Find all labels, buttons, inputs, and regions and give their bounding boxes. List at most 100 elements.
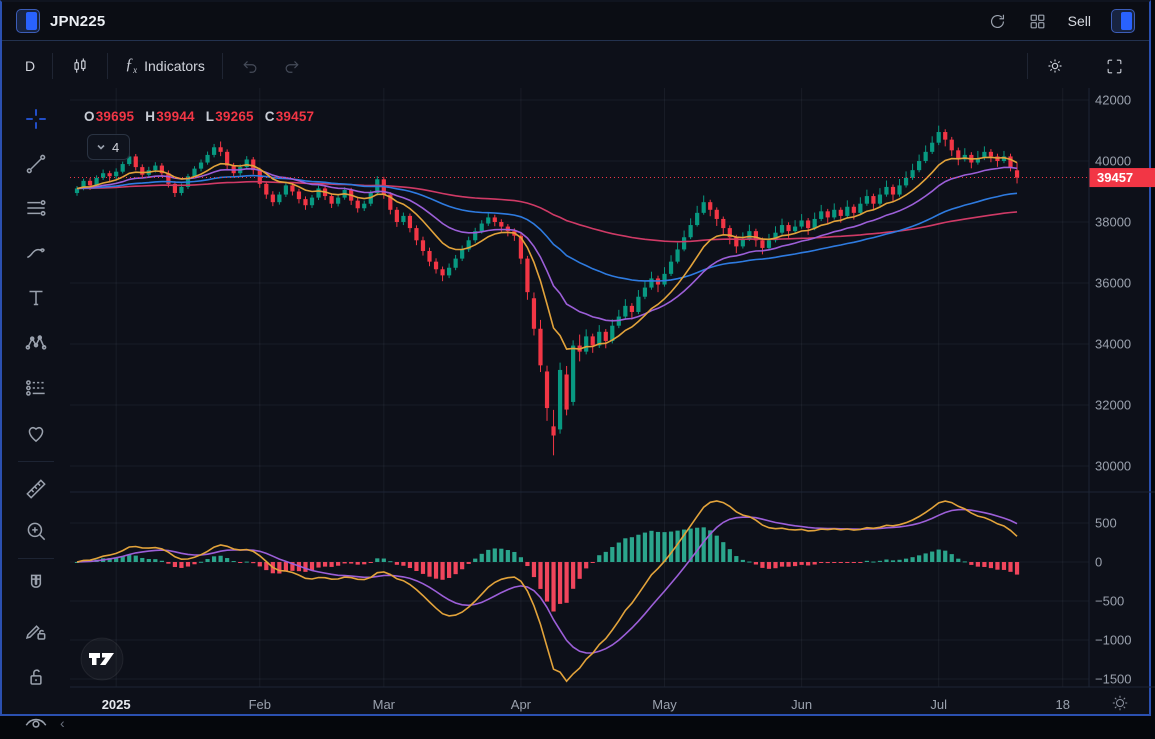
- forecast-icon: [23, 375, 49, 401]
- fullscreen-button[interactable]: [1094, 51, 1135, 82]
- tool-magnet-button[interactable]: [19, 567, 53, 601]
- chart-area[interactable]: 42000 40000 38000 36000 34000 32000 30000 500 0 −…: [70, 88, 1149, 714]
- tool-forecast-button[interactable]: [19, 371, 53, 405]
- high-value: 39944: [156, 109, 195, 124]
- drawing-tools-sidebar: ‹: [2, 90, 70, 714]
- price-chart[interactable]: 42000 40000 38000 36000 34000 32000 30000 500 0 −…: [70, 88, 1155, 722]
- price-tick-label: 36000: [1095, 276, 1131, 291]
- time-tick-label: Mar: [373, 697, 396, 712]
- tool-trend-line-button[interactable]: [19, 147, 53, 181]
- tool-favorites-button[interactable]: [19, 416, 53, 450]
- sell-button[interactable]: Sell: [1068, 13, 1091, 29]
- candle-style-icon: [70, 56, 90, 76]
- interval-button[interactable]: D: [14, 52, 46, 80]
- time-axis[interactable]: 2025 Feb Mar Apr May Jun Jul 18: [102, 697, 1070, 712]
- tradingview-watermark[interactable]: [81, 638, 123, 680]
- tool-hide-all-button[interactable]: [19, 705, 53, 739]
- eye-icon: [23, 709, 49, 735]
- tool-lock-all-button[interactable]: [19, 660, 53, 694]
- open-value: 39695: [96, 109, 135, 124]
- trading-app-window: JPN225 Sell D ƒx In: [0, 0, 1151, 716]
- magnet-icon: [23, 571, 49, 597]
- ruler-icon: [23, 476, 49, 502]
- price-tick-label: 30000: [1095, 459, 1131, 474]
- refresh-icon[interactable]: [988, 11, 1008, 31]
- macd-pane: [75, 501, 1019, 681]
- unlocked-padlock-icon: [23, 664, 49, 690]
- ma-line-21: [77, 167, 1017, 320]
- pencil-lock-icon: [23, 617, 49, 643]
- chart-toolbar: D ƒx Indicators: [2, 42, 1149, 90]
- toolbar-divider: [222, 53, 223, 79]
- redo-button[interactable]: [271, 50, 313, 82]
- tool-xabcd-pattern-button[interactable]: [19, 326, 53, 360]
- chart-settings-button[interactable]: [1034, 50, 1076, 82]
- toolbar-divider: [52, 53, 53, 79]
- time-tick-label: Jul: [930, 697, 947, 712]
- redo-icon: [282, 56, 302, 76]
- tool-fib-retracement-button[interactable]: [19, 191, 53, 225]
- toolbar-divider: [1027, 53, 1028, 79]
- tool-zoom-in-button[interactable]: [19, 514, 53, 548]
- toolbar-divider: [107, 53, 108, 79]
- price-tick-label: 38000: [1095, 215, 1131, 230]
- indicator-tick-label: −1000: [1095, 633, 1132, 648]
- crosshair-icon: [23, 106, 49, 132]
- indicator-tick-label: −1500: [1095, 672, 1132, 687]
- price-axis[interactable]: 42000 40000 38000 36000 34000 32000 30000 500 0 −…: [1090, 93, 1155, 687]
- indicators-collapsed-chip[interactable]: 4: [87, 134, 130, 160]
- heart-icon: [23, 420, 49, 446]
- tool-measure-button[interactable]: [19, 472, 53, 506]
- price-tick-label: 42000: [1095, 93, 1131, 108]
- fullscreen-icon: [1105, 57, 1124, 76]
- close-value: 39457: [276, 109, 315, 124]
- candle-style-button[interactable]: [59, 50, 101, 82]
- ma-line-120: [77, 182, 1017, 242]
- price-tick-label: 32000: [1095, 398, 1131, 413]
- last-price-label: 39457: [1097, 170, 1133, 185]
- ma-line-10: [77, 157, 1017, 349]
- text-icon: [23, 285, 49, 311]
- axis-settings-sun-icon[interactable]: [1113, 696, 1127, 710]
- tool-crosshair-button[interactable]: [19, 102, 53, 136]
- brush-icon: [23, 240, 49, 266]
- indicator-tick-label: 500: [1095, 516, 1117, 531]
- fx-icon: ƒx: [125, 56, 137, 75]
- time-tick-label: May: [652, 697, 677, 712]
- undo-icon: [240, 56, 260, 76]
- indicators-button[interactable]: ƒx Indicators: [114, 50, 216, 81]
- indicators-count: 4: [112, 140, 119, 155]
- candles-pane: [75, 126, 1019, 456]
- fib-retracement-icon: [23, 195, 49, 221]
- price-tick-label: 40000: [1095, 154, 1131, 169]
- undo-button[interactable]: [229, 50, 271, 82]
- indicator-tick-label: −500: [1095, 594, 1124, 609]
- sidebar-collapse-chevron-icon[interactable]: ‹: [60, 715, 65, 731]
- time-tick-label: Apr: [511, 697, 532, 712]
- symbol-title: JPN225: [50, 13, 105, 30]
- panel-toggle-icon[interactable]: [1111, 9, 1135, 33]
- time-tick-label: Jun: [791, 697, 812, 712]
- time-tick-label: 18: [1055, 697, 1069, 712]
- zoom-in-icon: [23, 518, 49, 544]
- sidebar-divider: [18, 558, 54, 559]
- layout-grid-icon[interactable]: [1028, 11, 1048, 31]
- trend-line-icon: [23, 151, 49, 177]
- sidebar-divider: [18, 461, 54, 462]
- ma-line-50: [77, 176, 1017, 281]
- price-tick-label: 34000: [1095, 337, 1131, 352]
- time-tick-label: 2025: [102, 697, 131, 712]
- indicators-label: Indicators: [144, 58, 205, 74]
- chevron-down-icon: [96, 142, 106, 152]
- top-header: JPN225 Sell: [2, 2, 1149, 41]
- tool-drawing-lock-button[interactable]: [19, 613, 53, 647]
- tool-text-button[interactable]: [19, 281, 53, 315]
- time-tick-label: Feb: [249, 697, 271, 712]
- tool-brush-button[interactable]: [19, 236, 53, 270]
- app-logo-panel-icon[interactable]: [16, 9, 40, 33]
- low-value: 39265: [215, 109, 254, 124]
- xabcd-pattern-icon: [23, 330, 49, 356]
- indicator-tick-label: 0: [1095, 555, 1102, 570]
- settings-gear-icon: [1045, 56, 1065, 76]
